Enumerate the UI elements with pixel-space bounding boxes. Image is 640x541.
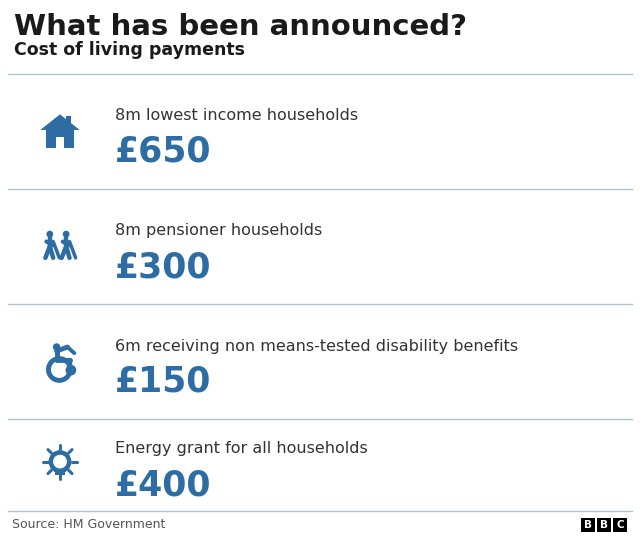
Text: £400: £400 (115, 468, 211, 502)
Bar (581, 518, 595, 532)
Text: 8m pensioner households: 8m pensioner households (115, 223, 323, 239)
Bar (66, 116, 70, 124)
Text: £650: £650 (115, 135, 211, 169)
Text: B: B (584, 520, 592, 530)
Text: Cost of living payments: Cost of living payments (14, 41, 245, 59)
Bar (597, 518, 611, 532)
Text: C: C (616, 520, 624, 530)
Bar (613, 518, 627, 532)
Circle shape (53, 344, 60, 351)
Bar (46, 129, 74, 148)
Text: Source: HM Government: Source: HM Government (12, 518, 165, 531)
Circle shape (63, 230, 70, 237)
Circle shape (46, 230, 53, 237)
Bar (55, 471, 65, 475)
Bar (54, 469, 66, 472)
Text: £300: £300 (115, 250, 211, 284)
Polygon shape (40, 114, 80, 130)
Text: What has been announced?: What has been announced? (14, 13, 467, 41)
Circle shape (51, 453, 69, 471)
Bar (56, 137, 64, 148)
Text: £150: £150 (115, 365, 211, 399)
Text: 8m lowest income households: 8m lowest income households (115, 109, 358, 123)
Text: 6m receiving non means-tested disability benefits: 6m receiving non means-tested disability… (115, 339, 518, 353)
Text: Energy grant for all households: Energy grant for all households (115, 441, 368, 457)
Text: B: B (600, 520, 608, 530)
